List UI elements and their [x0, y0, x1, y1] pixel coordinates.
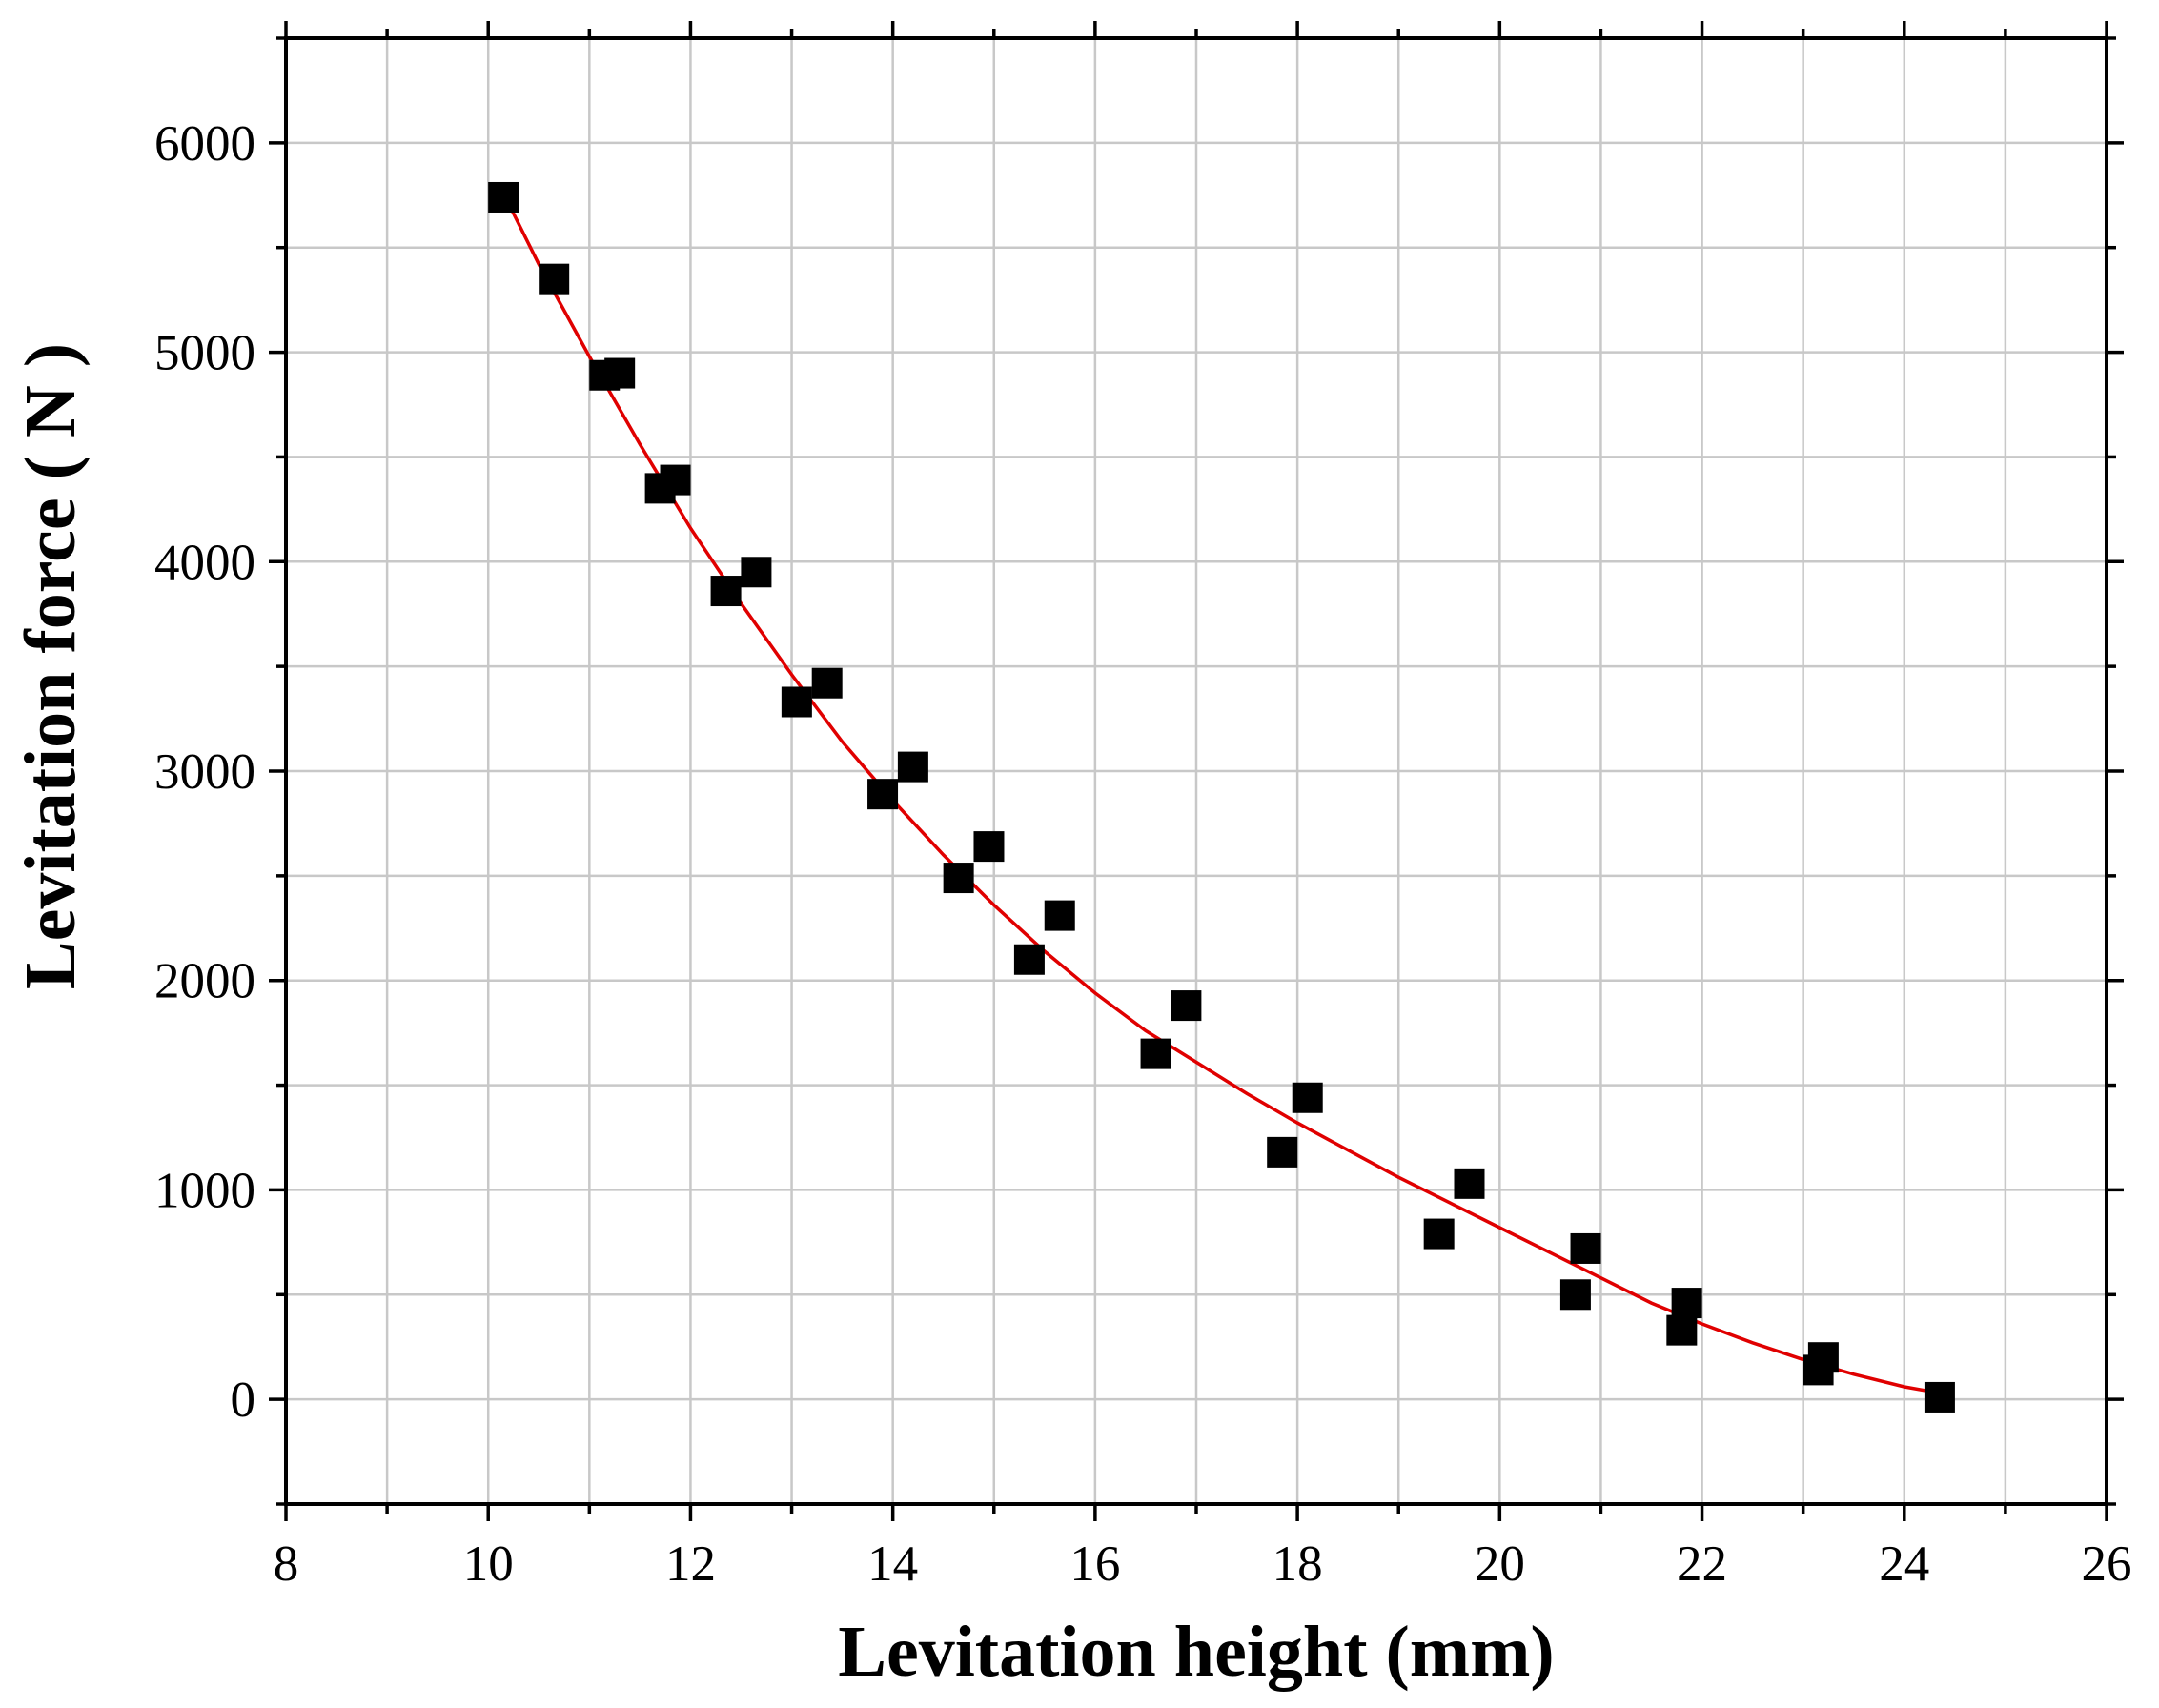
- data-point: [867, 779, 899, 810]
- data-point: [1666, 1314, 1698, 1346]
- data-point: [973, 831, 1005, 863]
- data-point: [781, 686, 812, 718]
- x-tick-label: 12: [665, 1536, 716, 1592]
- data-point: [1044, 900, 1075, 931]
- data-point: [488, 181, 519, 213]
- data-point: [811, 667, 843, 699]
- y-axis-title: Levitation force ( N ): [10, 343, 91, 989]
- y-tick-label: 5000: [154, 326, 255, 381]
- y-tick-label: 6000: [154, 116, 255, 172]
- y-tick-label: 2000: [154, 954, 255, 1009]
- y-tick-label: 0: [231, 1372, 256, 1428]
- data-point: [1140, 1038, 1171, 1069]
- data-point: [1267, 1136, 1298, 1168]
- x-tick-label: 8: [274, 1536, 299, 1592]
- x-tick-label: 26: [2082, 1536, 2132, 1592]
- data-point: [1559, 1279, 1591, 1311]
- data-point: [1013, 944, 1045, 975]
- data-point: [660, 464, 691, 496]
- data-point: [539, 263, 570, 295]
- x-tick-label: 22: [1677, 1536, 1727, 1592]
- data-point: [1292, 1082, 1323, 1113]
- x-tick-label: 20: [1475, 1536, 1525, 1592]
- data-point: [1924, 1381, 1955, 1413]
- data-point: [897, 751, 928, 783]
- data-point: [1423, 1218, 1455, 1250]
- data-point: [1671, 1288, 1702, 1319]
- y-tick-label: 3000: [154, 744, 255, 800]
- y-tick-label: 1000: [154, 1163, 255, 1218]
- grid: [286, 38, 2107, 1504]
- data-point: [741, 557, 772, 588]
- data-point: [1454, 1168, 1485, 1199]
- axes: [269, 21, 2124, 1521]
- data-point: [1570, 1232, 1601, 1264]
- data-point: [1807, 1342, 1839, 1373]
- data-points-layer: [488, 181, 1955, 1413]
- x-tick-label: 10: [463, 1536, 514, 1592]
- y-tick-label: 4000: [154, 535, 255, 590]
- tick-labels: 8 10 12 14 16 18 20 22 24 26 0 1000 2000 3000 4000 5000…: [154, 116, 2132, 1592]
- x-axis-title: Levitation height (mm): [838, 1612, 1554, 1692]
- data-point: [943, 863, 974, 894]
- data-point: [1171, 990, 1202, 1022]
- x-tick-label: 24: [1879, 1536, 1929, 1592]
- data-point: [604, 357, 636, 389]
- x-tick-label: 16: [1069, 1536, 1120, 1592]
- x-tick-label: 18: [1273, 1536, 1323, 1592]
- data-point: [710, 576, 742, 607]
- x-tick-label: 14: [867, 1536, 918, 1592]
